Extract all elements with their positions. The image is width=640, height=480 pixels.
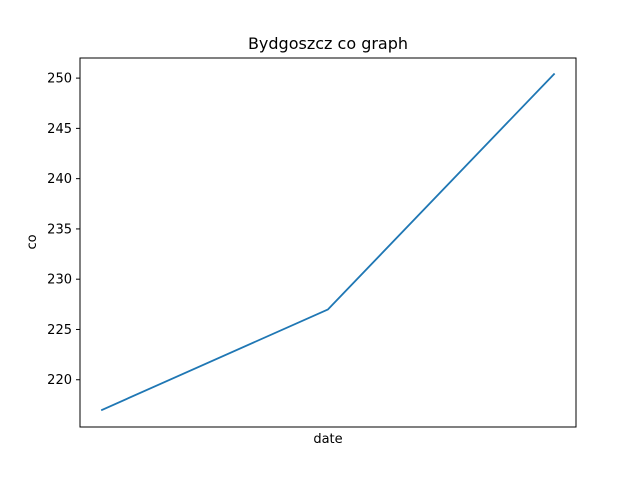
y-tick-label: 245 (47, 122, 72, 137)
plot-area-frame (79, 57, 577, 428)
series-line (100, 72, 556, 412)
y-axis-ticks: 220 225 230 235 240 245 250 (47, 72, 80, 388)
y-axis-label: co (25, 234, 40, 249)
y-tick-label: 240 (47, 172, 72, 187)
y-tick-label: 235 (47, 222, 72, 237)
y-tick-label: 225 (47, 323, 72, 338)
chart-title: Bydgoszcz co graph (248, 34, 408, 53)
x-axis-label: date (313, 432, 342, 447)
y-tick-label: 220 (47, 373, 72, 388)
y-tick-label: 250 (47, 72, 72, 87)
y-tick-label: 230 (47, 273, 72, 288)
series-layer (100, 72, 556, 412)
